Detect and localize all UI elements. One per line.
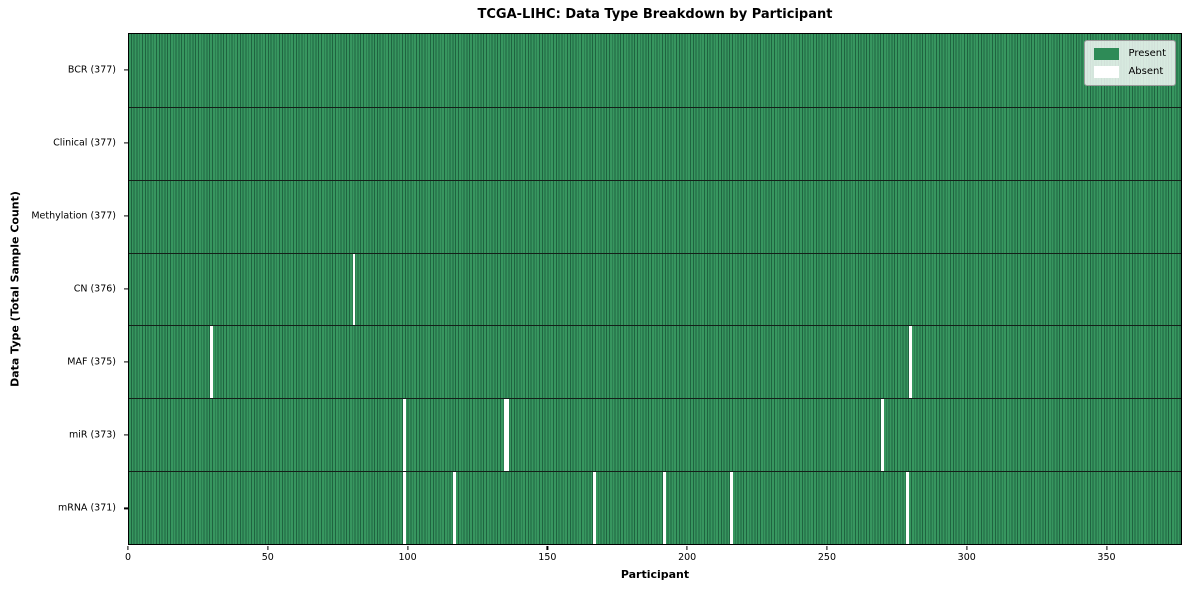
heatmap-row-miR <box>129 398 1181 472</box>
plot-area: Present Absent <box>128 33 1182 545</box>
x-axis: 0 50 100 150 200 250 300 350 <box>124 545 1182 575</box>
absent-cell <box>506 399 510 472</box>
y-tick-label: mRNA (371) <box>57 502 116 514</box>
x-tick-mark <box>686 546 688 550</box>
y-tick-mark <box>124 215 128 217</box>
x-tick-mark <box>546 546 548 550</box>
y-axis-label: Data Type (Total Sample Count) <box>8 191 22 387</box>
y-tick-mark <box>124 361 128 363</box>
x-tick-mark <box>406 546 409 550</box>
y-tick-label: BCR (377) <box>67 64 116 76</box>
x-tick-mark <box>1105 546 1108 550</box>
y-tick-label: MAF (375) <box>67 356 116 368</box>
y-tick-label: miR (373) <box>68 429 116 441</box>
absent-cell <box>593 472 596 544</box>
y-tick-mark <box>124 288 128 290</box>
legend-entry-absent: Absent <box>1094 66 1166 78</box>
x-tick-mark <box>966 546 968 550</box>
y-tick-label: Methylation (377) <box>31 210 116 222</box>
absent-cell <box>503 399 507 472</box>
x-tick-label: 100 <box>398 552 417 563</box>
y-axis: BCR (377) Clinical (377) Methylation (377)… <box>0 33 128 545</box>
x-tick-label: 350 <box>1097 552 1116 563</box>
y-tick-mark <box>124 68 128 71</box>
absent-cell <box>909 326 912 399</box>
absent-cell <box>402 399 406 472</box>
x-tick-label: 0 <box>124 552 132 563</box>
y-tick-label: Clinical (377) <box>53 137 116 149</box>
y-tick-mark <box>124 142 128 144</box>
x-tick-label: 50 <box>261 552 274 563</box>
heatmap-row-Clinical <box>129 106 1181 180</box>
absent-cell <box>210 326 213 399</box>
x-tick-label: 200 <box>678 552 697 563</box>
legend-label-present: Present <box>1128 48 1166 59</box>
absent-cell <box>662 472 666 544</box>
chart-title: TCGA-LIHC: Data Type Breakdown by Partic… <box>477 7 833 22</box>
x-tick-label: 150 <box>538 552 557 563</box>
absent-cell <box>730 472 733 544</box>
y-tick-mark <box>124 507 128 510</box>
absent-cell <box>881 399 884 472</box>
x-tick-label: 300 <box>957 552 976 563</box>
heatmap-row-MAF <box>129 325 1181 399</box>
present-swatch <box>1094 48 1120 60</box>
heatmap-row-CN <box>129 252 1181 326</box>
x-tick-mark <box>826 546 828 550</box>
x-tick-mark <box>267 546 269 550</box>
x-axis-label: Participant <box>620 568 690 581</box>
x-tick-label: 250 <box>817 552 837 563</box>
legend-label-absent: Absent <box>1128 66 1164 77</box>
absent-swatch <box>1094 66 1120 78</box>
legend-entry-present: Present <box>1094 48 1166 60</box>
legend: Present Absent <box>1084 40 1176 86</box>
heatmap-row-mRNA <box>129 471 1181 544</box>
absent-cell <box>453 472 457 544</box>
y-tick-label: CN (376) <box>73 283 116 295</box>
y-tick-mark <box>124 434 128 436</box>
heatmap-row-Methylation <box>129 179 1181 253</box>
x-tick-mark <box>127 546 129 550</box>
heatmap-row-BCR <box>129 34 1181 107</box>
heatmap-rows <box>129 34 1181 544</box>
absent-cell <box>352 253 356 326</box>
absent-cell <box>402 472 406 544</box>
absent-cell <box>906 472 910 544</box>
